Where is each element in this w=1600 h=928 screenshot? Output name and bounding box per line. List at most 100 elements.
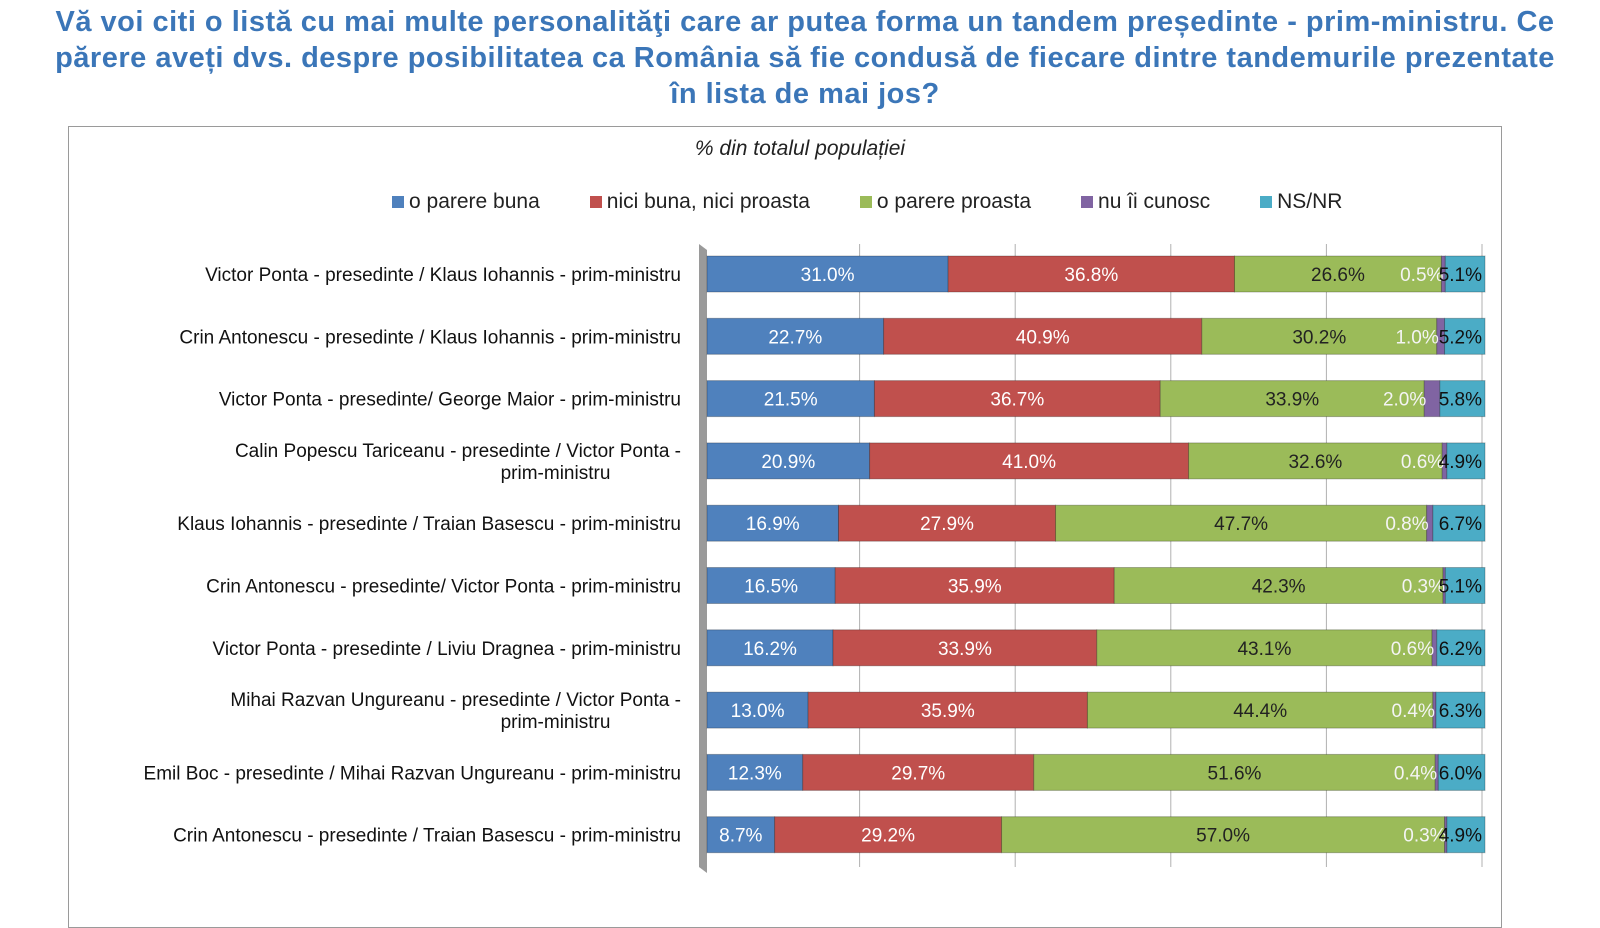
category-label: Calin Popescu Tariceanu - presedinte / V… [235, 441, 681, 462]
data-label: 6.3% [1439, 701, 1482, 722]
data-label: 51.6% [1208, 763, 1262, 784]
bar-segment [1446, 442, 1486, 480]
category-label: Emil Boc - presedinte / Mihai Razvan Ung… [144, 763, 681, 784]
category-label: Crin Antonescu - presedinte/ Victor Pont… [206, 577, 681, 598]
data-label: 5.1% [1439, 265, 1482, 286]
bar-segment [1444, 255, 1486, 293]
data-label: 20.9% [761, 452, 815, 473]
data-label: 29.7% [891, 763, 945, 784]
bar-segment [1441, 442, 1448, 480]
bar-segment [807, 691, 1088, 729]
legend-swatch [1081, 196, 1094, 208]
data-label: 5.8% [1439, 390, 1482, 411]
bar-segment [706, 317, 885, 355]
chart-plot: Victor Ponta - presedinte / Klaus Iohann… [144, 244, 1486, 873]
data-label: 6.0% [1439, 763, 1482, 784]
bar-segment [1432, 504, 1486, 542]
bar-segment [706, 380, 875, 418]
bar-segment [774, 816, 1003, 854]
category-label: Crin Antonescu - presedinte / Traian Bas… [173, 826, 681, 847]
data-label: 4.9% [1439, 826, 1482, 847]
bar-segment [706, 753, 804, 791]
category-label-continued: prim-ministru [501, 712, 611, 733]
legend-swatch [859, 196, 872, 208]
data-label: 4.9% [1439, 452, 1482, 473]
bar-segment [1188, 442, 1443, 480]
data-label: 41.0% [1002, 452, 1056, 473]
data-label: 27.9% [920, 514, 974, 535]
data-label: 47.7% [1214, 514, 1268, 535]
data-label: 0.4% [1394, 763, 1437, 784]
bar-segment [1423, 380, 1441, 418]
category-label: Klaus Iohannis - presedinte / Traian Bas… [177, 514, 681, 535]
bar-segment [1159, 380, 1425, 418]
data-label: 12.3% [728, 763, 782, 784]
chart-subtitle: % din totalul populației [694, 137, 906, 160]
bar-segment [1431, 629, 1438, 667]
legend-label: nu îi cunosc [1098, 190, 1211, 213]
data-label: 5.2% [1439, 327, 1482, 348]
data-label: 35.9% [921, 701, 975, 722]
data-label: 22.7% [768, 327, 822, 348]
bar-segment [832, 629, 1098, 667]
data-label: 36.8% [1064, 265, 1118, 286]
category-label: Mihai Razvan Ungureanu - presedinte / Vi… [230, 690, 681, 711]
data-label: 0.6% [1401, 452, 1444, 473]
bar-segment [834, 567, 1115, 604]
data-label: 57.0% [1196, 826, 1250, 847]
bar-segment [1113, 567, 1444, 604]
legend: o parere buna nici buna, nici proasta o pa… [392, 190, 1342, 214]
bar-segment [1001, 816, 1446, 854]
bar-segment [1233, 255, 1442, 293]
bar-segment [1444, 317, 1486, 355]
bar-segment [837, 504, 1057, 542]
data-label: 33.9% [1265, 390, 1319, 411]
data-label: 0.6% [1391, 639, 1434, 660]
legend-label: nici buna, nici proasta [606, 190, 810, 213]
bar-segment [1439, 380, 1486, 418]
data-label: 6.2% [1439, 639, 1482, 660]
legend-item: NS/NR [1260, 190, 1342, 214]
category-label: Victor Ponta - presedinte / Klaus Iohann… [205, 265, 681, 286]
bar-segment [947, 255, 1235, 293]
bar-segment [869, 442, 1190, 480]
bar-segment [1086, 691, 1434, 729]
data-label: 13.0% [731, 701, 785, 722]
data-label: 16.9% [746, 514, 800, 535]
data-label: 8.7% [719, 826, 762, 847]
legend-swatch [589, 196, 602, 208]
data-label: 42.3% [1252, 577, 1306, 598]
bar-segment [706, 255, 949, 293]
data-label: 0.3% [1402, 577, 1445, 598]
category-label-continued: prim-ministru [501, 463, 611, 484]
legend-item: o parere buna [392, 190, 540, 214]
legend-item: nici buna, nici proasta [589, 190, 810, 214]
bar-segment [1446, 816, 1486, 854]
bar-segment [706, 816, 776, 854]
data-label: 44.4% [1233, 701, 1287, 722]
legend-label: o parere proasta [876, 190, 1032, 213]
legend-label: o parere buna [409, 190, 540, 213]
page-title: Vă voi citi o listă cu mai multe persona… [55, 6, 1555, 110]
bar-segment [1201, 317, 1438, 355]
category-label: Crin Antonescu - presedinte / Klaus Ioha… [179, 327, 681, 348]
data-label: 36.7% [990, 390, 1044, 411]
legend-swatch [1260, 196, 1273, 208]
data-label: 40.9% [1016, 327, 1070, 348]
legend-item: o parere proasta [859, 190, 1032, 214]
bar-segment [1444, 567, 1486, 604]
data-label: 35.9% [948, 577, 1002, 598]
bar-segment [1437, 753, 1486, 791]
data-label: 29.2% [861, 826, 915, 847]
data-label: 0.5% [1400, 265, 1443, 286]
data-label: 2.0% [1383, 390, 1426, 411]
category-label: Victor Ponta - presedinte/ George Maior … [219, 390, 681, 411]
data-label: 31.0% [801, 265, 855, 286]
bar-segment [1435, 691, 1486, 729]
bar-segment [1436, 629, 1486, 667]
bar-segment [873, 380, 1161, 418]
bar-segment [802, 753, 1035, 791]
data-label: 16.5% [744, 577, 798, 598]
data-label: 0.4% [1392, 701, 1435, 722]
data-label: 6.7% [1439, 514, 1482, 535]
